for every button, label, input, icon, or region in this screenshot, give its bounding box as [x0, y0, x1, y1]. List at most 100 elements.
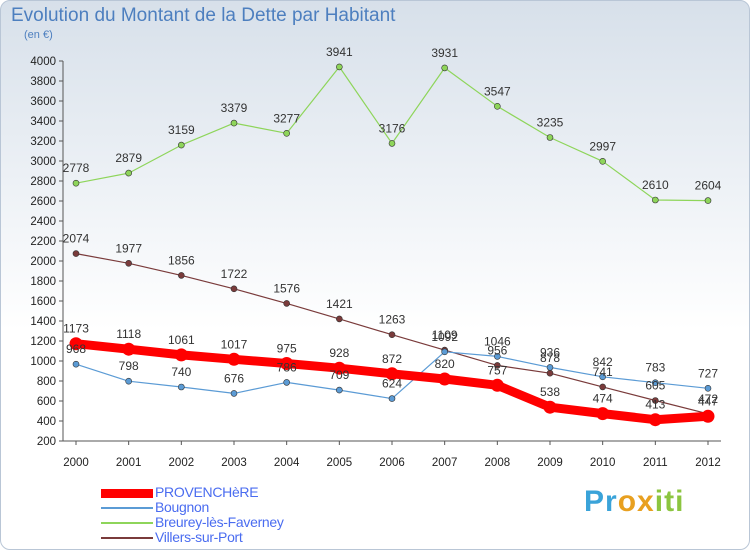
y-tick-label: 600: [37, 396, 56, 408]
legend-swatch: [101, 488, 153, 498]
x-tick-label: 2001: [116, 457, 142, 469]
data-label: 709: [329, 368, 349, 382]
brand-letter: i: [654, 485, 665, 518]
data-label: 1109: [432, 328, 458, 342]
data-label: 2778: [63, 161, 90, 175]
x-tick-label: 2010: [590, 457, 616, 469]
data-label: 3159: [168, 123, 195, 137]
data-label: 1977: [115, 241, 142, 255]
chart-unit-label: (en €): [24, 29, 53, 41]
data-point: [178, 272, 185, 279]
y-tick-label: 800: [37, 376, 56, 388]
data-point: [441, 64, 448, 72]
data-label: 757: [487, 363, 507, 377]
data-point: [230, 285, 238, 293]
data-point: [494, 353, 501, 360]
data-label: 1061: [168, 333, 195, 347]
data-label: 3235: [537, 116, 564, 130]
y-tick-label: 200: [37, 436, 56, 448]
data-label: 474: [593, 392, 613, 406]
data-label: 2074: [63, 232, 90, 246]
chart-title: Evolution du Montant de la Dette par Hab…: [11, 5, 396, 26]
data-point: [230, 390, 238, 397]
data-label: 2879: [115, 151, 142, 165]
data-point: [546, 134, 554, 141]
y-tick-label: 2600: [30, 196, 56, 208]
data-point: [599, 383, 606, 391]
legend-swatch: [101, 537, 153, 539]
y-tick-label: 2800: [30, 176, 56, 188]
data-point: [72, 179, 80, 187]
y-tick-label: 4000: [30, 56, 56, 68]
y-tick-label: 3800: [30, 76, 56, 88]
y-tick-label: 1400: [30, 316, 56, 328]
y-tick-label: 2000: [30, 256, 56, 268]
data-point: [283, 130, 290, 137]
data-label: 472: [698, 392, 718, 406]
legend-label: Villers-sur-Port: [155, 529, 243, 545]
data-point: [546, 364, 554, 371]
data-point: [72, 360, 80, 368]
brand-letter: i: [675, 485, 685, 518]
brand-letter: x: [637, 485, 655, 518]
data-label: 447: [698, 394, 718, 408]
data-point: [336, 315, 343, 323]
data-point: [648, 413, 662, 427]
data-label: 783: [645, 361, 665, 375]
data-point: [336, 386, 343, 394]
data-point: [438, 372, 452, 386]
data-label: 1046: [484, 334, 511, 348]
data-point: [704, 197, 712, 204]
x-tick-label: 2009: [537, 457, 563, 469]
data-label: 956: [487, 343, 507, 357]
y-tick-label: 3200: [30, 136, 56, 148]
x-tick-label: 2011: [643, 457, 668, 469]
data-label: 605: [645, 379, 665, 393]
data-point: [599, 158, 606, 165]
data-point: [69, 337, 83, 351]
brand-letter: r: [605, 485, 618, 518]
data-label: 968: [66, 342, 86, 356]
x-tick-label: 2004: [274, 457, 300, 469]
data-label: 538: [540, 385, 560, 399]
legend-label: Bougnon: [155, 499, 209, 515]
data-point: [441, 348, 448, 356]
data-label: 3547: [484, 84, 511, 98]
data-point: [385, 367, 399, 381]
data-label: 740: [171, 365, 191, 379]
data-label: 3931: [431, 46, 458, 60]
data-label: 624: [382, 377, 402, 391]
data-label: 936: [540, 345, 560, 359]
data-point: [72, 250, 80, 257]
data-point: [332, 361, 346, 375]
data-label: 1118: [116, 327, 141, 341]
brand-letter: t: [664, 485, 676, 518]
x-tick-label: 2006: [379, 457, 405, 469]
data-point: [174, 348, 188, 362]
data-label: 928: [329, 346, 349, 360]
data-label: 1722: [221, 267, 248, 281]
data-point: [230, 119, 238, 127]
data-point: [388, 140, 396, 147]
line-chart: 200 400 600 800 1000 1200 1400 1600 1800 2000 2200…: [30, 45, 721, 469]
data-label: 3941: [326, 45, 353, 59]
data-label: 798: [119, 359, 139, 373]
data-label: 872: [382, 352, 402, 366]
data-label: 1421: [326, 297, 353, 311]
data-label: 2610: [642, 178, 669, 192]
data-point: [280, 357, 294, 370]
data-label: 3379: [221, 101, 248, 115]
brand-letter: P: [584, 485, 606, 518]
data-label: 3176: [379, 121, 406, 135]
data-point: [543, 400, 557, 414]
y-tick-label: 400: [37, 416, 56, 428]
y-tick-label: 1800: [30, 276, 56, 288]
data-point: [652, 196, 659, 204]
y-tick-label: 2400: [30, 216, 56, 228]
y-tick-label: 1000: [30, 356, 56, 368]
data-point: [388, 331, 396, 339]
data-point: [178, 141, 185, 149]
data-point: [652, 379, 659, 387]
data-label: 842: [593, 355, 613, 369]
data-point: [336, 63, 343, 71]
